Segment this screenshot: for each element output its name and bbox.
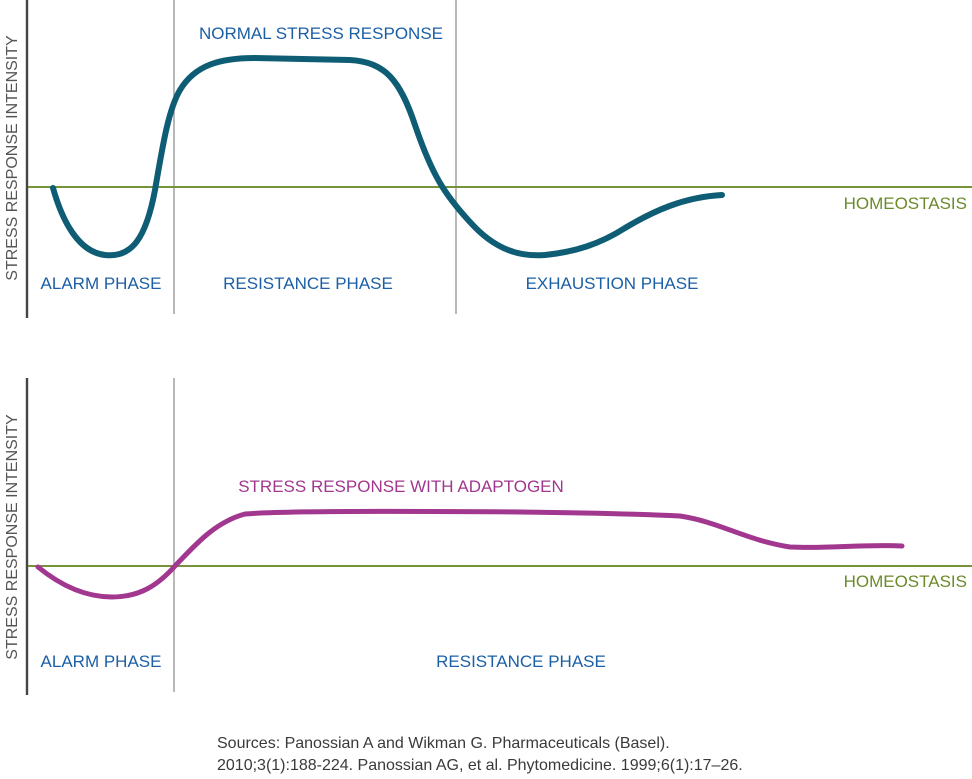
sources-line-1: Sources: Panossian A and Wikman G. Pharm… bbox=[217, 735, 670, 752]
top-homeostasis-label: HOMEOSTASIS bbox=[844, 194, 967, 213]
top-y-axis-label: STRESS RESPONSE INTENSITY bbox=[4, 35, 21, 281]
top-curve-label: NORMAL STRESS RESPONSE bbox=[199, 24, 443, 43]
bottom-phase-alarm: ALARM PHASE bbox=[41, 652, 162, 671]
sources-line-2: 2010;3(1):188-224. Panossian AG, et al. … bbox=[217, 757, 743, 774]
top-phase-exhaustion: EXHAUSTION PHASE bbox=[526, 274, 699, 293]
bottom-homeostasis-label: HOMEOSTASIS bbox=[844, 572, 967, 591]
bottom-adaptogen-stress-curve bbox=[35, 508, 905, 600]
bottom-phase-resistance: RESISTANCE PHASE bbox=[436, 652, 606, 671]
top-phase-alarm: ALARM PHASE bbox=[41, 274, 162, 293]
bottom-panel: STRESS RESPONSE INTENSITY STRESS RESPONS… bbox=[4, 378, 972, 695]
top-normal-stress-curve bbox=[50, 55, 725, 259]
sources-citation: Sources: Panossian A and Wikman G. Pharm… bbox=[217, 733, 917, 777]
top-panel: STRESS RESPONSE INTENSITY NORMAL STRESS … bbox=[4, 0, 972, 318]
bottom-curve-label: STRESS RESPONSE WITH ADAPTOGEN bbox=[238, 477, 564, 496]
bottom-y-axis-label: STRESS RESPONSE INTENSITY bbox=[4, 414, 21, 660]
top-phase-resistance: RESISTANCE PHASE bbox=[223, 274, 393, 293]
